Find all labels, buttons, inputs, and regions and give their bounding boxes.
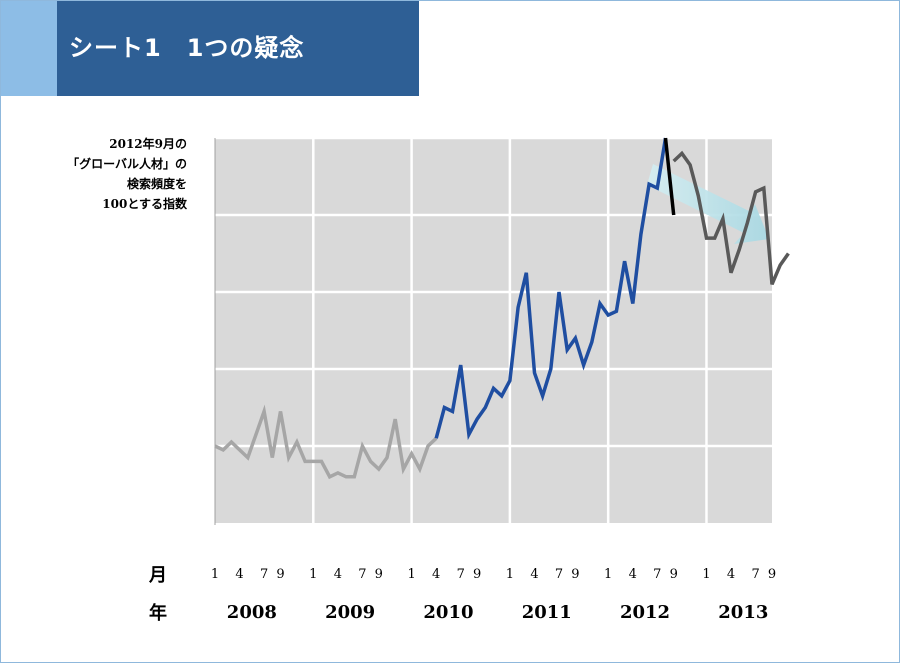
month-tick-label: 1 [506,567,514,582]
month-tick-label: 7 [457,567,465,582]
series-line-1 [214,404,438,480]
month-tick-label: 1 [604,567,612,582]
year-row-label: 年 [149,603,167,624]
grid [215,136,772,523]
month-tick-label: 7 [751,567,759,582]
plot-area [215,138,772,523]
month-tick-label: 4 [629,567,637,582]
series-layer [214,137,790,480]
month-tick-label: 4 [432,567,440,582]
year-tick-label: 2013 [718,602,768,623]
month-tick-label: 9 [473,567,481,582]
month-tick-label: 4 [727,567,735,582]
month-tick-label: 7 [555,567,563,582]
series-line-4 [672,150,790,285]
y-axis-label-line: 100とする指数 [102,197,187,211]
slide-title: シート1 1つの疑念 [57,1,419,96]
year-tick-label: 2009 [325,602,375,623]
accent-bar [1,1,57,96]
month-row-label: 月 [149,565,167,586]
year-ticks: 2008 2009 2010 2011 2012 2013 [227,602,769,623]
year-tick-label: 2012 [620,602,670,623]
month-tick-label: 9 [276,567,284,582]
series-line-3 [663,137,676,216]
month-tick-label: 9 [768,567,776,582]
month-tick-label: 4 [334,567,342,582]
month-tick-label: 7 [358,567,366,582]
y-axis-label: 2012年9月の 「グローバル人材」の 検索頻度を 100とする指数 [7,134,187,214]
y-axis-label-line: 「グローバル人材」の [67,157,187,171]
month-tick-label: 9 [375,567,383,582]
year-tick-label: 2010 [423,602,473,623]
month-tick-label: 7 [653,567,661,582]
trend-arrow [647,164,769,244]
month-tick-label: 1 [309,567,317,582]
month-tick-label: 1 [702,567,710,582]
year-tick-label: 2011 [522,602,572,623]
month-tick-label: 4 [235,567,243,582]
month-tick-label: 9 [571,567,579,582]
y-axis-label-line: 2012年9月の [109,137,187,151]
month-tick-label: 7 [260,567,268,582]
year-tick-label: 2008 [227,602,277,623]
month-tick-label: 1 [211,567,219,582]
month-tick-label: 9 [670,567,678,582]
month-tick-label: 1 [407,567,415,582]
month-tick-label: 4 [530,567,538,582]
y-axis-label-line: 検索頻度を [126,177,187,191]
series-line-2 [434,137,668,441]
